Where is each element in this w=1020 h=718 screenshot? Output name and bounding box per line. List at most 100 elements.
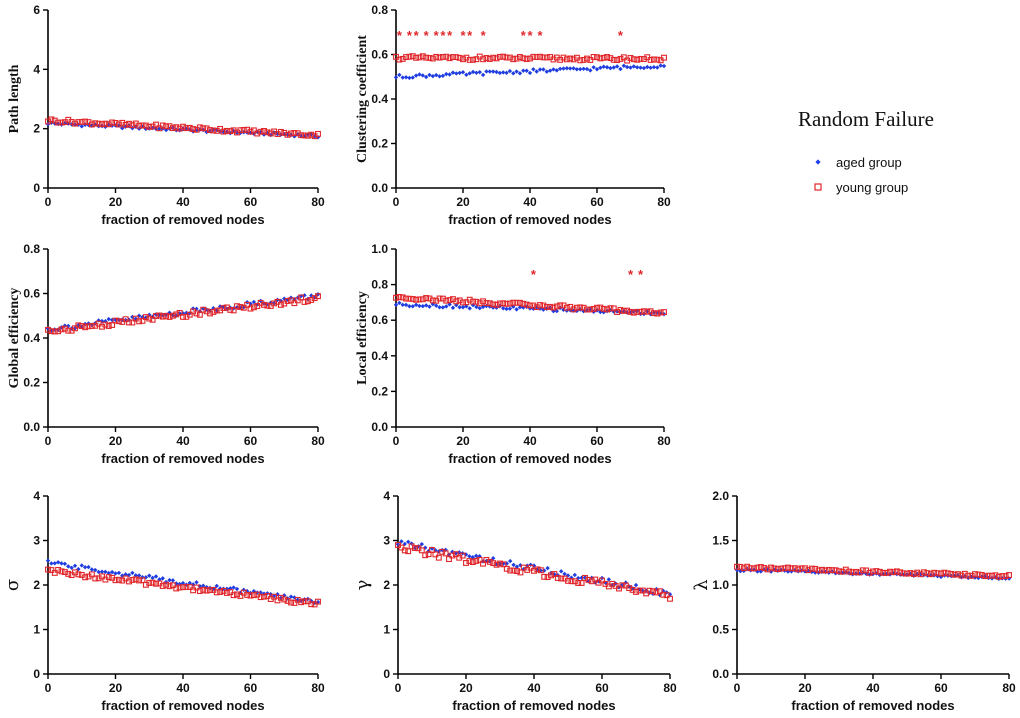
point-aged: [627, 584, 632, 589]
point-aged: [497, 70, 503, 76]
point-aged: [464, 72, 469, 77]
point-young: [904, 570, 910, 577]
x-tick-label: 60: [244, 681, 258, 695]
point-young: [48, 328, 55, 335]
x-tick-label: 60: [244, 434, 258, 448]
point-aged: [477, 554, 482, 559]
point-young: [548, 572, 554, 579]
point-young: [480, 56, 487, 63]
point-aged: [103, 569, 108, 575]
x-tick-label: 80: [657, 195, 671, 209]
point-young: [403, 295, 409, 302]
point-aged: [623, 580, 628, 585]
point-young: [592, 576, 599, 583]
point-aged: [96, 318, 101, 323]
point-young: [527, 55, 533, 62]
point-young: [757, 564, 764, 570]
series-aged: [45, 292, 321, 333]
point-young: [304, 132, 311, 139]
point-aged: [830, 569, 835, 574]
point-aged: [113, 571, 118, 576]
point-young: [237, 592, 244, 599]
point-young: [573, 304, 580, 311]
point-young: [924, 570, 931, 577]
point-aged: [143, 315, 149, 320]
point-young: [774, 566, 781, 573]
y-tick-label: 1.0: [712, 578, 729, 592]
point-young: [580, 56, 587, 63]
point-young: [180, 313, 186, 320]
point-young: [543, 304, 550, 310]
point-young: [284, 298, 291, 304]
y-tick-label: 0.4: [23, 331, 40, 345]
point-young: [403, 54, 409, 61]
point-aged: [547, 68, 553, 73]
point-young: [412, 545, 418, 551]
x-tick-label: 40: [523, 195, 537, 209]
point-young: [644, 308, 651, 315]
point-young: [630, 309, 637, 316]
point-young: [82, 574, 89, 581]
point-young: [406, 295, 413, 302]
point-young: [315, 293, 321, 300]
x-axis-label: fraction of removed nodes: [452, 698, 615, 713]
point-young: [102, 120, 109, 127]
y-tick-label: 0.6: [23, 287, 40, 301]
point-young: [514, 568, 520, 575]
significance-star: *: [481, 28, 487, 43]
point-young: [473, 557, 480, 564]
point-aged: [633, 582, 639, 588]
point-young: [747, 565, 754, 572]
point-young: [740, 565, 747, 572]
point-aged: [275, 592, 280, 597]
x-tick-label: 60: [934, 681, 948, 695]
point-aged: [427, 304, 432, 309]
point-young: [163, 312, 170, 319]
point-aged: [417, 303, 422, 309]
point-young: [159, 122, 166, 129]
point-young: [624, 307, 631, 314]
point-young: [223, 589, 230, 596]
point-young: [301, 598, 308, 605]
point-aged: [655, 65, 660, 70]
point-young: [406, 53, 413, 60]
point-aged: [197, 583, 203, 589]
significance-star: *: [440, 28, 446, 43]
point-young: [142, 122, 149, 129]
point-young: [459, 552, 466, 559]
series-young: [395, 542, 673, 602]
point-young: [227, 128, 234, 135]
point-aged: [430, 73, 436, 79]
point-young: [533, 54, 540, 60]
series-aged: [393, 63, 667, 81]
y-tick-label: 0: [33, 667, 40, 681]
point-aged: [833, 570, 838, 576]
point-young: [496, 300, 503, 307]
point-young: [149, 316, 156, 323]
point-aged: [881, 571, 886, 577]
point-aged: [217, 586, 223, 591]
point-young: [893, 568, 900, 575]
point-aged: [116, 570, 122, 576]
point-young: [523, 56, 530, 63]
point-young: [754, 564, 761, 571]
point-aged: [983, 574, 988, 579]
point-young: [466, 56, 473, 63]
x-tick-label: 40: [176, 434, 190, 448]
point-young: [646, 587, 653, 594]
point-young: [788, 565, 795, 572]
y-tick-label: 0.2: [371, 384, 388, 398]
y-tick-label: 2.0: [712, 489, 729, 503]
point-young: [166, 583, 173, 590]
significance-star: *: [618, 28, 624, 43]
point-young: [132, 576, 139, 583]
point-young: [469, 559, 476, 566]
point-aged: [393, 75, 399, 80]
point-young: [196, 311, 203, 318]
significance-star: *: [414, 28, 420, 43]
point-aged: [194, 306, 199, 312]
point-young: [633, 588, 639, 595]
point-aged: [285, 132, 290, 138]
point-young: [88, 323, 95, 329]
point-young: [429, 55, 436, 62]
